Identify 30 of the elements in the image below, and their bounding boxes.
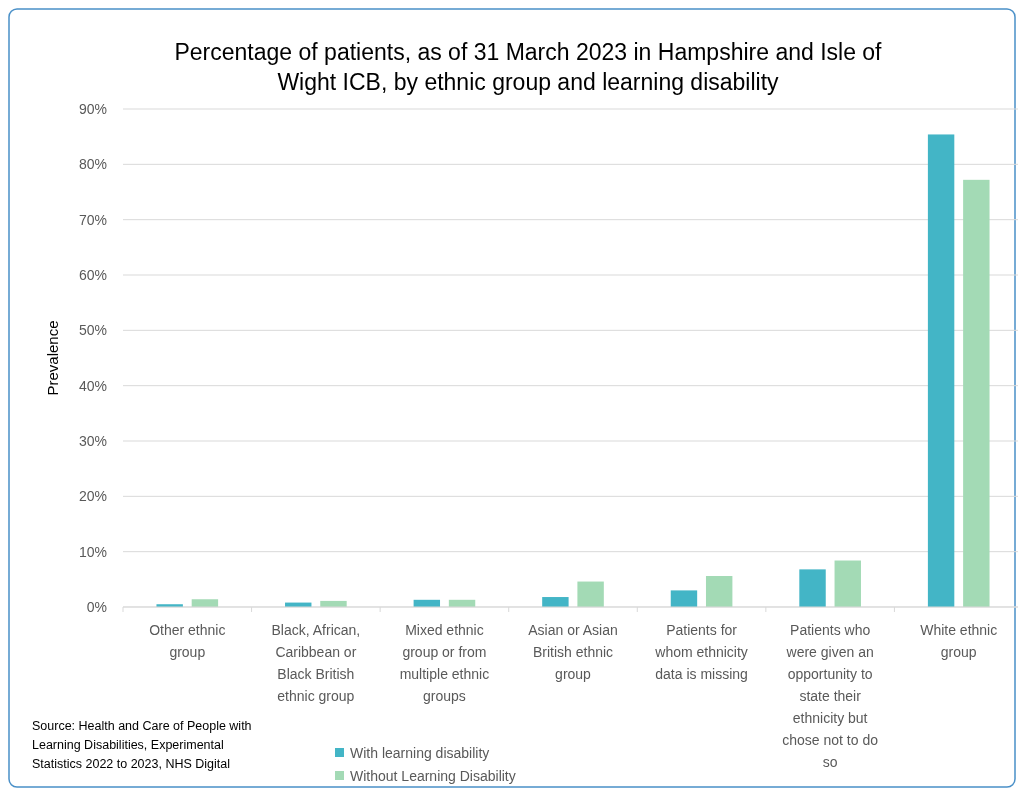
y-tick-label: 70% xyxy=(78,211,107,228)
bar xyxy=(963,179,990,607)
x-tick-label: Patients who were given an opportunity to state their ethnicity but chose not to do so xyxy=(782,622,879,770)
y-tick-label: 60% xyxy=(78,266,107,283)
y-tick-label: 40% xyxy=(78,377,107,394)
y-axis-title: Prevalence xyxy=(44,320,61,396)
bar xyxy=(799,569,826,607)
y-tick-label: 80% xyxy=(78,156,107,173)
y-tick-label: 0% xyxy=(86,598,107,615)
x-tick-label: Other ethnic group xyxy=(149,622,226,660)
x-tick-label: Asian or Asian British ethnic group xyxy=(528,622,618,682)
y-tick-label: 90% xyxy=(78,100,107,117)
bar xyxy=(670,590,698,607)
bar xyxy=(577,581,604,607)
legend-label: Without Learning Disability xyxy=(350,767,516,784)
bar xyxy=(927,134,955,607)
y-tick-label: 20% xyxy=(78,488,107,505)
y-tick-label: 10% xyxy=(78,543,107,560)
x-tick-label: Black, African, Caribbean or Black British ethnic group xyxy=(271,622,361,704)
chart-title: Percentage of patients, as of 31 March 2023 in Hampshire and Isle of Wight ICB, by ethnic group and learning disability xyxy=(174,39,883,95)
bar xyxy=(834,560,861,607)
source-note: Source: Health and Care of People with Learning Disabilities, Experimental Statistics 2022 to 2023, NHS Digital xyxy=(32,719,252,771)
y-tick-label: 50% xyxy=(78,322,107,339)
bar xyxy=(542,597,569,607)
x-tick-label: Patients for whom ethnicity data is missing xyxy=(654,622,748,682)
y-tick-label: 30% xyxy=(78,432,107,449)
x-tick-label: Mixed ethnic group or from multiple ethnic groups xyxy=(399,622,490,704)
x-tick-label: White ethnic group xyxy=(920,622,998,660)
legend-label: With learning disability xyxy=(350,744,490,761)
bar xyxy=(705,576,733,607)
